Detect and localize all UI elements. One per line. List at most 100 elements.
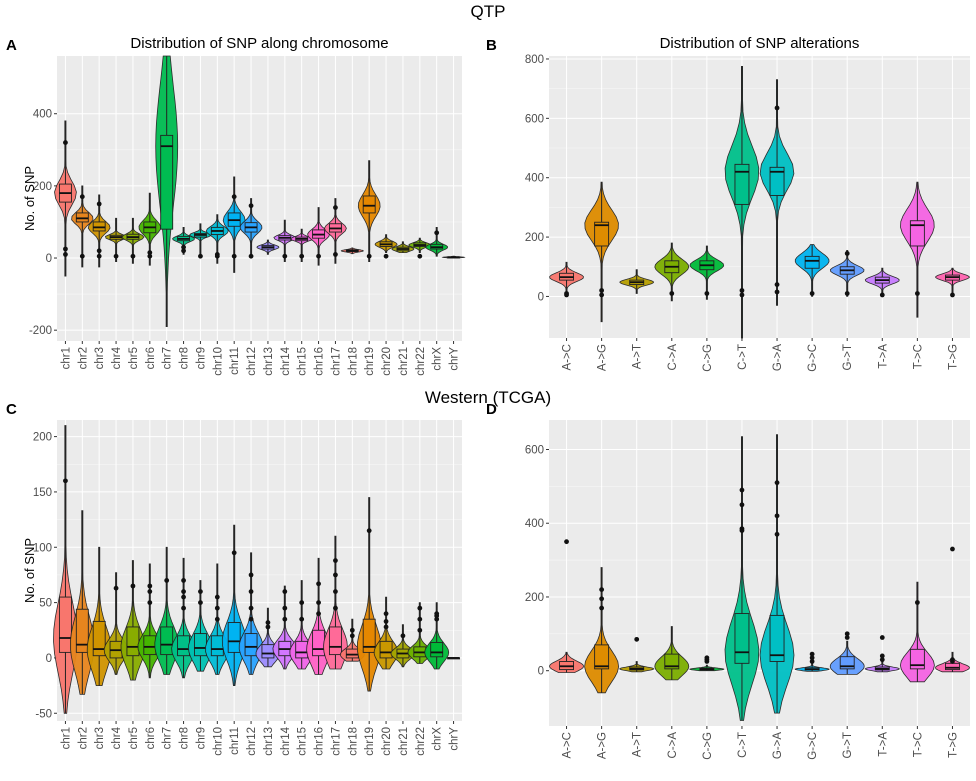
outlier-point (879, 292, 885, 298)
outlier-point (599, 587, 605, 592)
outlier-point (809, 651, 815, 657)
x-tick-label-chr18: chr18 (347, 347, 359, 376)
x-tick-label-chr1: chr1 (60, 727, 72, 749)
box-chr12 (244, 633, 258, 657)
x-tick-label-chr16: chr16 (314, 727, 326, 756)
y-tick-label: -50 (35, 708, 52, 720)
outlier-point (181, 578, 186, 583)
panel-background-C (57, 420, 462, 721)
x-tick-label-chr2: chr2 (77, 347, 89, 369)
outlier-point (282, 253, 288, 259)
y-tick-label: 0 (538, 666, 544, 678)
outlier-point (181, 589, 186, 594)
outlier-point (181, 248, 186, 254)
section-title-bottom: Western (TCGA) (424, 388, 552, 407)
outlier-point (704, 291, 710, 296)
x-tick-label-T->C: T->C (912, 732, 924, 757)
outlier-point (79, 194, 85, 200)
x-tick-label-C->G: C->G (702, 732, 714, 760)
outlier-point (417, 627, 423, 633)
panel-letter-D: D (486, 401, 497, 418)
box-chr3 (92, 620, 106, 657)
box-chr7 (160, 626, 174, 656)
outlier-point (282, 605, 288, 611)
x-tick-label-chr20: chr20 (381, 727, 393, 756)
outlier-point (774, 105, 780, 111)
x-tick-label-chr5: chr5 (128, 727, 140, 749)
panel-background-D (549, 420, 970, 726)
panel-C: C -50 0 50 100 150 200 No. of SNP chr1 chr2 chr3 ch… (6, 401, 462, 756)
x-tick-label-chrY: chrY (449, 347, 461, 371)
outlier-point (349, 627, 355, 633)
outlier-point (774, 289, 780, 295)
outlier-point (147, 600, 153, 605)
outlier-point (950, 659, 955, 664)
x-tick-label-chr22: chr22 (415, 347, 427, 376)
box-T->C (909, 648, 925, 670)
x-tick-label-chr12: chr12 (246, 347, 258, 376)
outlier-point (599, 288, 605, 293)
outlier-point (844, 291, 850, 296)
outlier-point (669, 291, 675, 296)
outlier-point (333, 605, 338, 611)
outlier-point (366, 528, 372, 534)
x-tick-label-chr3: chr3 (94, 727, 106, 749)
outlier-point (299, 616, 305, 622)
box-G->A (769, 166, 785, 196)
box-C->A (664, 653, 680, 670)
panel-letter-A: A (6, 37, 17, 54)
y-tick-label: 800 (525, 54, 544, 66)
outlier-point (774, 531, 780, 537)
box-chr16 (312, 629, 326, 657)
x-tick-label-chr22: chr22 (415, 727, 427, 756)
y-axis-label-A: No. of SNP (22, 166, 37, 231)
panel-title-B: Distribution of SNP alterations (660, 35, 860, 52)
outlier-point (79, 253, 85, 259)
x-tick-label-T->C: T->C (912, 344, 924, 369)
box-chr7 (160, 134, 174, 230)
y-tick-label: 400 (525, 518, 544, 530)
x-tick-label-chr8: chr8 (179, 347, 191, 369)
outlier-point (333, 572, 338, 578)
outlier-point (130, 583, 136, 589)
outlier-point (299, 600, 305, 605)
x-tick-label-chr19: chr19 (364, 347, 376, 376)
outlier-point (366, 253, 372, 259)
outlier-point (774, 282, 780, 287)
outlier-point (844, 631, 850, 637)
outlier-point (634, 636, 640, 642)
outlier-point (214, 616, 220, 622)
outlier-point (147, 583, 153, 589)
y-tick-label: 200 (525, 232, 544, 244)
y-axis-label-C: No. of SNP (22, 538, 37, 603)
x-tick-label-chr12: chr12 (246, 727, 258, 756)
outlier-point (265, 620, 271, 625)
x-tick-label-T->A: T->A (877, 732, 889, 757)
box-chrX (430, 641, 444, 658)
outlier-point (113, 253, 119, 259)
panel-background-B (549, 56, 970, 338)
x-tick-label-C->T: C->T (737, 732, 749, 758)
outlier-point (809, 291, 815, 296)
box-chr2 (75, 212, 89, 223)
outlier-point (774, 480, 780, 486)
panel-D: D 0 200 400 600 A->C A->G A->T C->A C->G C->T G->A G… (486, 401, 970, 760)
x-tick-label-chr14: chr14 (280, 346, 292, 375)
x-tick-label-chr17: chr17 (330, 347, 342, 376)
outlier-point (198, 253, 203, 259)
x-tick-label-C->G: C->G (702, 344, 714, 372)
outlier-point (130, 253, 136, 259)
box-chr17 (328, 626, 342, 656)
box-chr2 (75, 608, 89, 653)
box-chr1 (58, 596, 72, 653)
outlier-point (231, 550, 237, 556)
x-tick-label-G->T: G->T (842, 732, 854, 759)
box-T->G (945, 662, 960, 671)
outlier-point (248, 572, 254, 578)
x-tick-label-A->C: A->C (562, 732, 574, 759)
box-chr15 (295, 640, 309, 659)
outlier-point (704, 659, 710, 664)
box-T->C (909, 220, 925, 247)
outlier-point (214, 594, 220, 600)
